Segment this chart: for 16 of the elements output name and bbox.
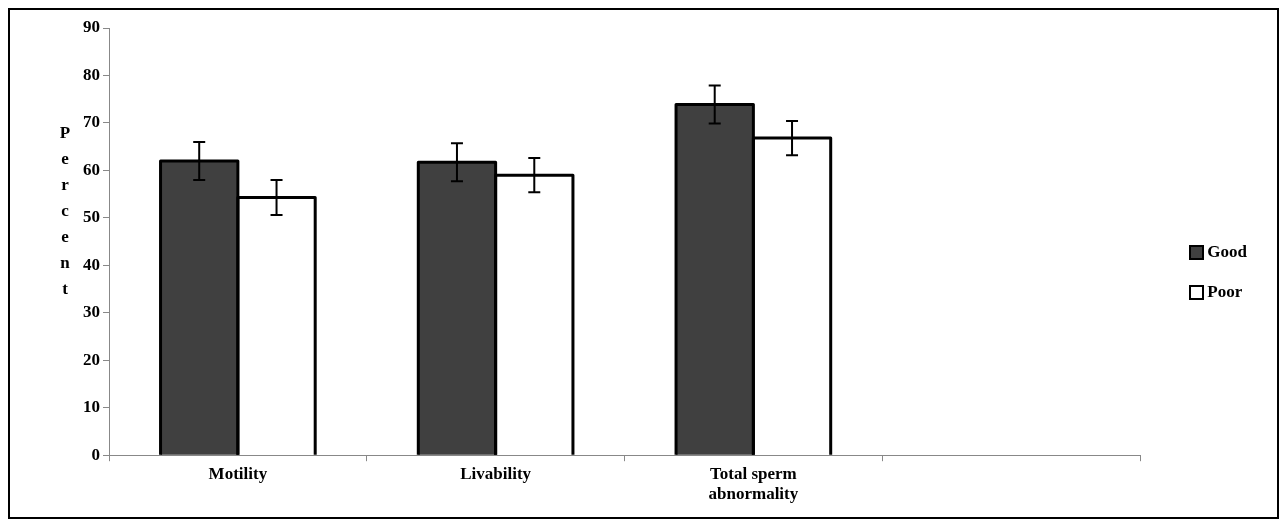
y-tick-label: 40 xyxy=(83,254,100,274)
y-tick-label: 50 xyxy=(83,207,100,227)
y-tick-label: 20 xyxy=(83,349,100,369)
y-tick-label: 30 xyxy=(83,302,100,322)
y-tick-label: 10 xyxy=(83,397,100,417)
text: Poor xyxy=(1207,282,1243,302)
y-tick-label: 80 xyxy=(83,64,100,84)
y-tick-label: 90 xyxy=(83,17,100,37)
x-tick-label: Total sperm abnormality xyxy=(708,463,799,504)
y-tick-label: 60 xyxy=(83,159,100,179)
y-tick-label: 0 xyxy=(91,444,100,464)
y-axis-title: Percent xyxy=(58,122,72,300)
legend-label: Good xyxy=(1207,242,1247,262)
y-tick-label: 70 xyxy=(83,112,100,132)
x-tick-label: Livability xyxy=(460,463,532,483)
x-tick-label: Motility xyxy=(208,463,268,483)
